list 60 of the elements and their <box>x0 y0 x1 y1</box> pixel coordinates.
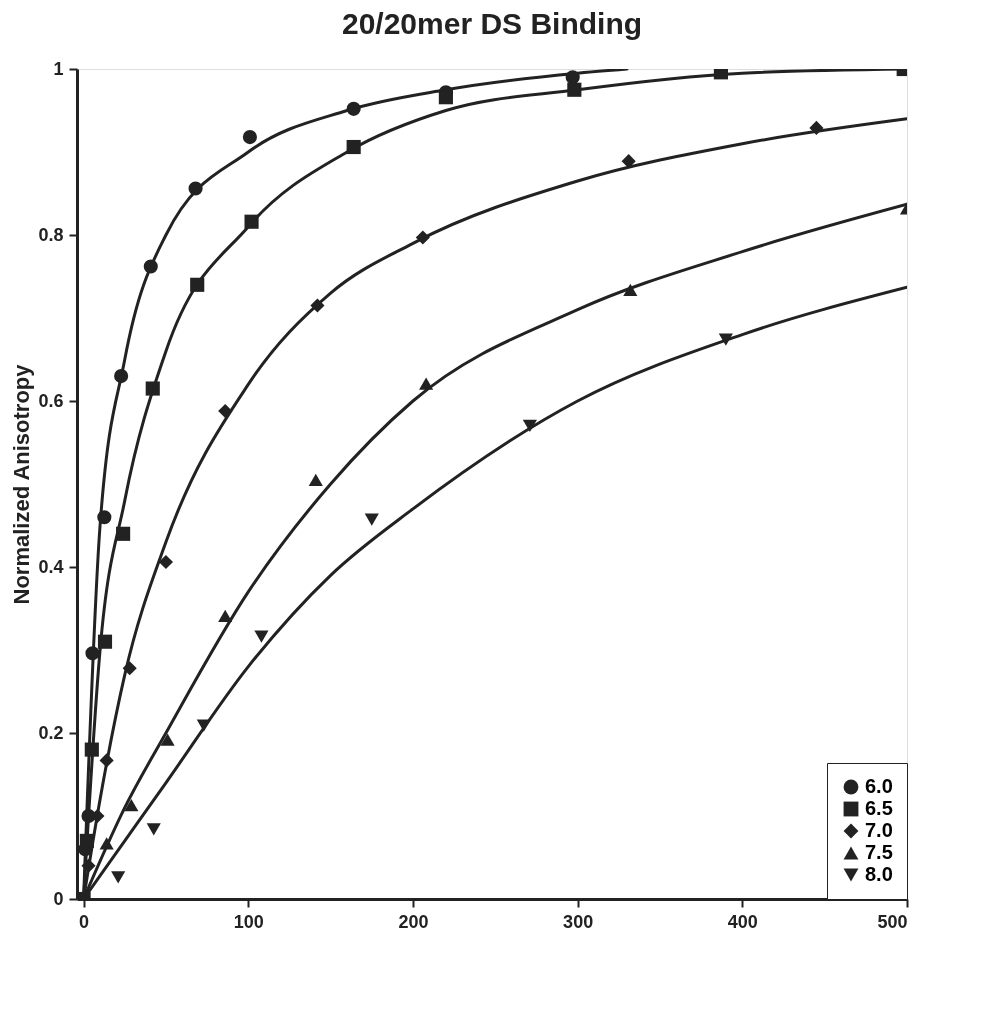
point <box>158 554 173 570</box>
x-tick-label: 400 <box>727 911 758 932</box>
x-tick-label: 100 <box>233 911 264 932</box>
point <box>99 753 114 768</box>
point <box>145 381 160 396</box>
point <box>190 277 205 292</box>
point <box>84 742 99 757</box>
point <box>244 214 259 229</box>
point <box>242 130 257 145</box>
point <box>111 871 126 884</box>
y-tick-label: 1 <box>53 58 64 79</box>
point <box>809 120 824 135</box>
point <box>565 70 580 85</box>
point <box>310 298 325 313</box>
point <box>196 719 211 732</box>
y-tick-label: 0.2 <box>38 722 64 743</box>
x-tick-label: 300 <box>563 911 594 932</box>
point <box>438 90 453 105</box>
point <box>81 858 96 873</box>
point <box>97 634 113 649</box>
point <box>623 283 638 296</box>
chart-title: 20/20mer DS Binding <box>341 7 643 40</box>
point <box>346 101 361 116</box>
point <box>567 82 582 97</box>
point <box>99 837 114 850</box>
y-tick-label: 0.6 <box>38 390 64 411</box>
x-tick-label: 200 <box>398 911 429 932</box>
point <box>415 230 430 245</box>
point <box>522 419 537 433</box>
point <box>218 403 233 419</box>
y-tick-label: 0.4 <box>38 556 64 577</box>
x-tick-label: 500 <box>877 911 908 932</box>
point <box>308 473 323 486</box>
legend-label: 6.0 <box>865 775 893 797</box>
legend-label: 7.5 <box>865 841 893 863</box>
point <box>254 630 269 643</box>
point <box>419 377 434 390</box>
legend-label: 7.0 <box>865 819 893 841</box>
legend-label: 8.0 <box>865 863 893 885</box>
y-tick-label: 0 <box>53 888 64 909</box>
point <box>79 833 94 848</box>
y-tick-label: 0.8 <box>38 224 64 245</box>
point <box>143 259 158 274</box>
x-tick-label: 0 <box>79 911 90 932</box>
y-axis-title: Normalized Anisotropy <box>9 363 35 605</box>
point <box>97 510 112 525</box>
point <box>218 609 233 623</box>
legend-label: 6.5 <box>865 797 893 819</box>
point <box>116 526 131 541</box>
point <box>114 369 129 384</box>
point <box>346 139 361 155</box>
point <box>718 333 733 346</box>
point <box>188 181 203 196</box>
point <box>85 646 100 661</box>
point <box>122 661 137 676</box>
point <box>146 823 161 836</box>
point <box>621 154 636 169</box>
point <box>160 733 175 746</box>
point <box>124 799 139 812</box>
point <box>364 513 379 526</box>
